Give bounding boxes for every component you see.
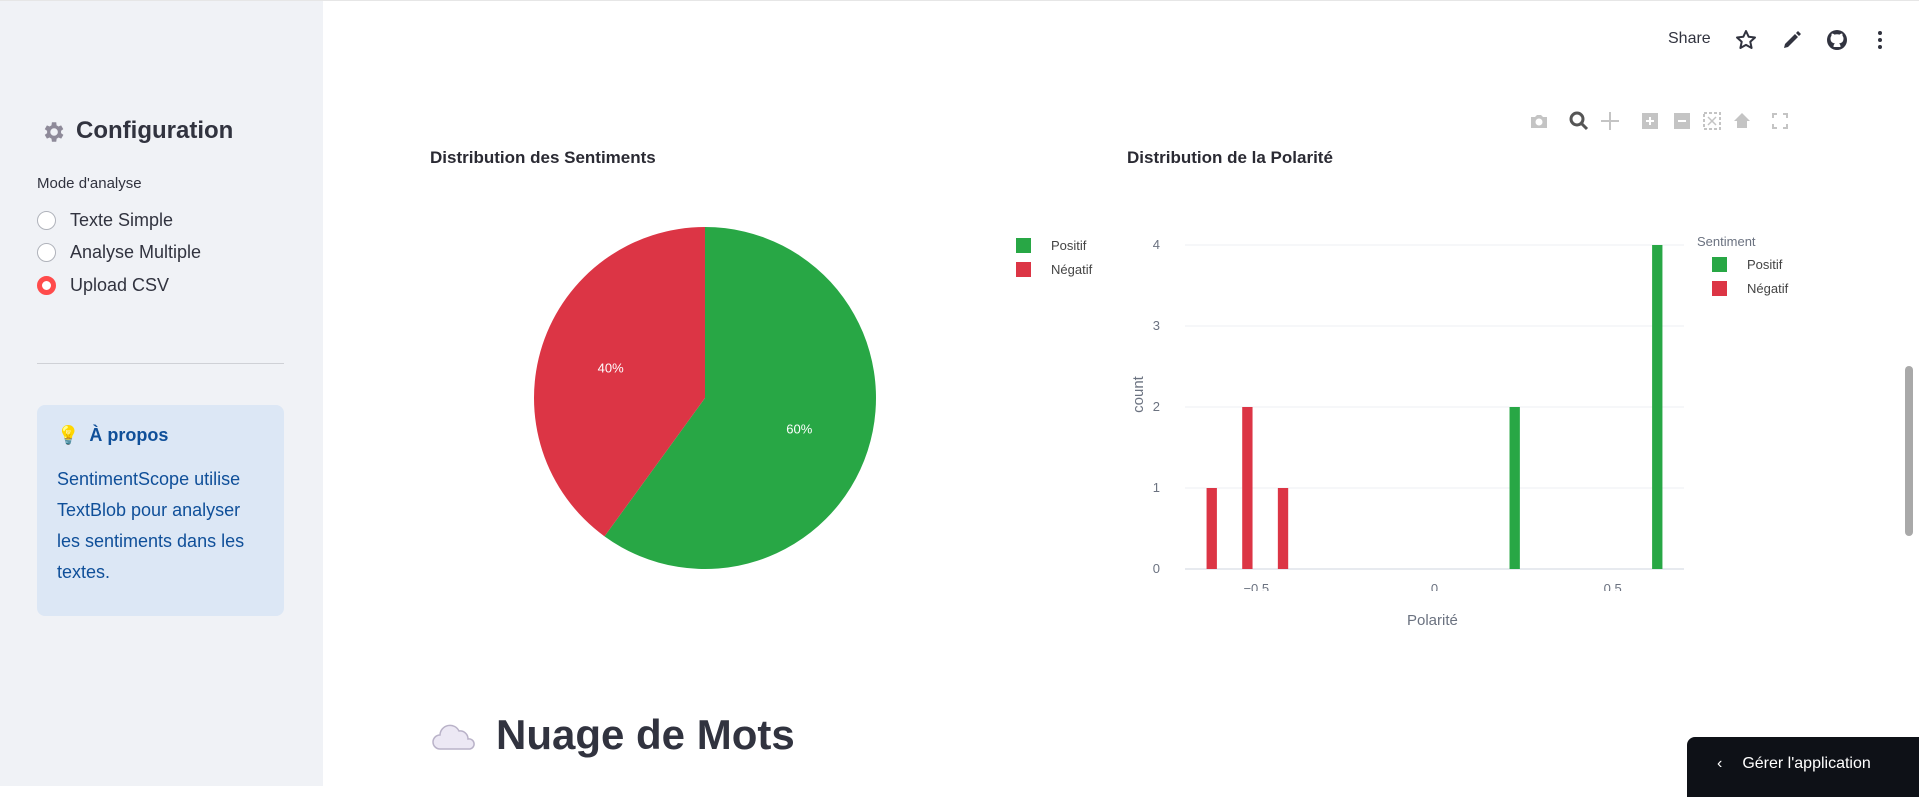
bar-legend-item[interactable]: Positif (1712, 257, 1782, 272)
autoscale-icon[interactable] (1702, 111, 1722, 131)
pie-legend-item[interactable]: Positif (1016, 238, 1086, 253)
pie-chart: 60% 40% (534, 227, 876, 569)
manage-app-label: Gérer l'application (1742, 755, 1871, 772)
bar-négatif (1277, 488, 1289, 569)
gear-icon (40, 119, 66, 145)
info-title: À propos (89, 425, 169, 445)
y-tick-label: 4 (1153, 237, 1160, 252)
legend-label: Négatif (1747, 281, 1789, 296)
pan-icon[interactable] (1600, 111, 1620, 131)
info-box: 💡 À propos SentimentScope utilise TextBlo… (37, 405, 284, 616)
more-vert-icon[interactable] (1868, 28, 1892, 52)
radio-circle[interactable] (37, 243, 56, 262)
bar-positif (1509, 407, 1520, 569)
bar-legend-item[interactable]: Négatif (1712, 281, 1788, 296)
radio-texte-simple[interactable]: Texte Simple (37, 210, 173, 231)
pie-legend-item[interactable]: Négatif (1016, 262, 1092, 277)
home-icon[interactable] (1732, 111, 1752, 131)
radio-analyse-multiple[interactable]: Analyse Multiple (37, 242, 201, 263)
star-icon[interactable] (1734, 28, 1758, 52)
zoom-in-icon[interactable] (1640, 111, 1660, 131)
chevron-left-icon: ‹ (1717, 755, 1723, 772)
github-icon[interactable] (1825, 28, 1849, 52)
lightbulb-icon: 💡 (57, 425, 80, 445)
legend-swatch (1712, 281, 1727, 296)
pie-slice-négatif (534, 227, 705, 537)
legend-label: Négatif (1051, 262, 1093, 277)
radio-label: Texte Simple (70, 210, 174, 230)
scrollbar[interactable] (1905, 366, 1913, 536)
radio-label: Upload CSV (70, 275, 170, 295)
legend-label: Positif (1051, 238, 1087, 253)
bar-chart-title: Distribution de la Polarité (1127, 148, 1333, 167)
radio-circle[interactable] (37, 211, 56, 230)
radio-upload-csv[interactable]: Upload CSV (37, 275, 169, 296)
bar-chart: 0 1 2 3 4 −0.5 0 0.5 (1153, 237, 1684, 591)
legend-swatch (1712, 257, 1727, 272)
zoom-out-icon[interactable] (1672, 111, 1692, 131)
camera-icon[interactable] (1529, 111, 1549, 131)
radio-circle-selected[interactable] (37, 276, 56, 295)
section-title: Nuage de Mots (496, 711, 795, 758)
share-button[interactable]: Share (1668, 30, 1711, 47)
x-tick-label: 0 (1431, 581, 1438, 591)
bar-négatif (1242, 407, 1253, 569)
pie-slice-label: 40% (598, 360, 624, 375)
zoom-icon[interactable] (1569, 111, 1589, 131)
fullscreen-icon[interactable] (1770, 111, 1790, 131)
pie-chart-title: Distribution des Sentiments (430, 148, 656, 167)
sidebar-title: Configuration (76, 117, 234, 144)
y-tick-label: 3 (1153, 318, 1160, 333)
manage-app-button[interactable]: ‹ Gérer l'application (1687, 737, 1919, 797)
y-tick-label: 0 (1153, 561, 1160, 576)
legend-swatch (1016, 262, 1031, 277)
bar-négatif (1206, 488, 1217, 569)
cloud-icon (432, 721, 476, 751)
y-tick-label: 1 (1153, 480, 1160, 495)
pencil-icon[interactable] (1780, 28, 1804, 52)
pie-slice-positif (604, 227, 876, 569)
x-axis-label: Polarité (1407, 612, 1458, 629)
legend-label: Positif (1747, 257, 1783, 272)
legend-title: Sentiment (1697, 234, 1756, 249)
x-tick-label: −0.5 (1243, 581, 1269, 591)
info-text: SentimentScope utilise TextBlob pour ana… (57, 469, 245, 582)
x-tick-label: 0.5 (1604, 581, 1622, 591)
y-axis-label: count (1129, 376, 1147, 413)
radio-label: Analyse Multiple (70, 242, 202, 262)
mode-label: Mode d'analyse (37, 175, 142, 192)
bar-positif (1652, 245, 1663, 569)
sidebar: Configuration Mode d'analyse Texte Simpl… (0, 1, 323, 786)
y-tick-label: 2 (1153, 399, 1160, 414)
pie-slice-label: 60% (786, 422, 812, 437)
legend-swatch (1016, 238, 1031, 253)
divider (37, 363, 284, 364)
